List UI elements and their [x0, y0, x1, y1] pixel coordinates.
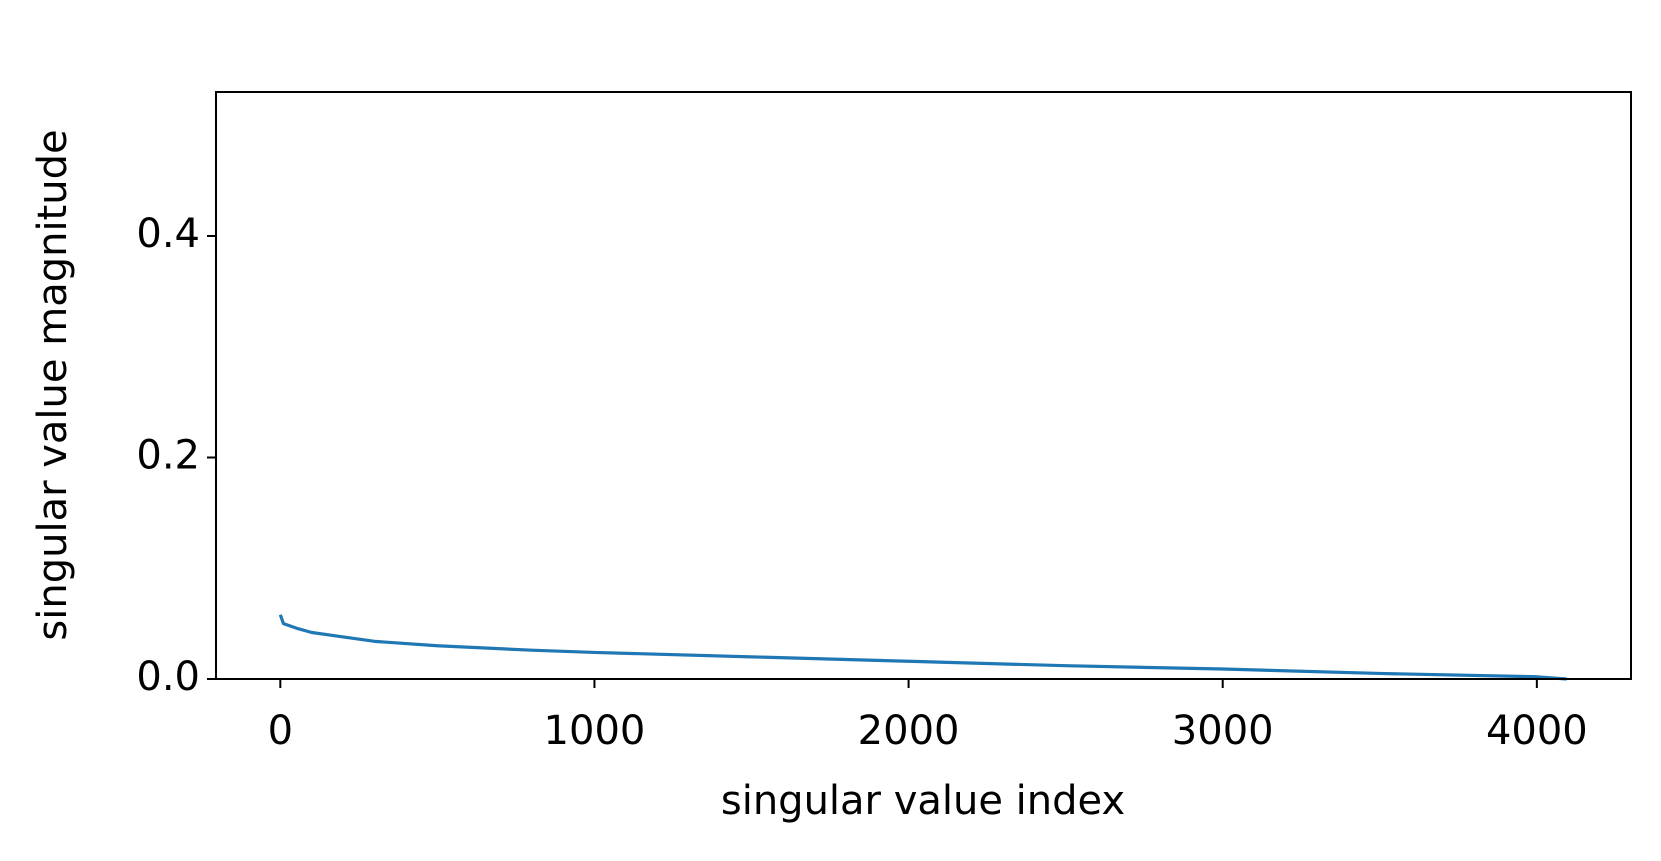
x-tick-label: 4000 — [1486, 708, 1588, 754]
x-tick-label: 0 — [268, 708, 293, 754]
line-series — [278, 614, 1567, 681]
y-axis-label: singular value magnitude — [30, 129, 76, 640]
x-tick-label: 2000 — [858, 708, 960, 754]
x-tick-label: 3000 — [1172, 708, 1274, 754]
plot-frame — [215, 91, 1632, 680]
x-tick-label: 1000 — [544, 708, 646, 754]
y-tick-label: 0.4 — [136, 211, 200, 257]
y-tick-label: 0.2 — [136, 432, 200, 478]
x-axis-label: singular value index — [721, 778, 1125, 824]
y-tick-label: 0.0 — [136, 654, 200, 700]
